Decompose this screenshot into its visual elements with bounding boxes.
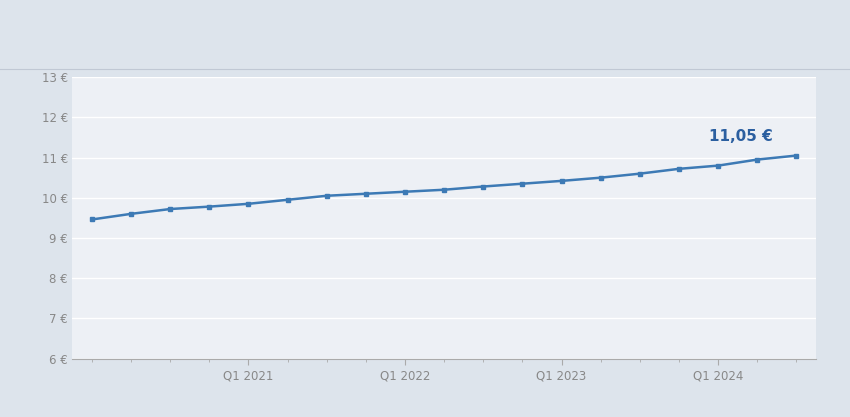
Text: Mietpreise Wohnung Bonn 2024: Mietpreise Wohnung Bonn 2024 <box>541 0 840 16</box>
Text: 24: 24 <box>147 14 178 34</box>
Text: Die Experten für Ihren Immobilienverkauf: Die Experten für Ihren Immobilienverkauf <box>10 50 213 60</box>
Text: in Euro pro Quadratmeter: in Euro pro Quadratmeter <box>651 33 840 48</box>
Text: 11,05 €: 11,05 € <box>709 129 773 144</box>
Text: immoverkauf: immoverkauf <box>10 14 176 34</box>
